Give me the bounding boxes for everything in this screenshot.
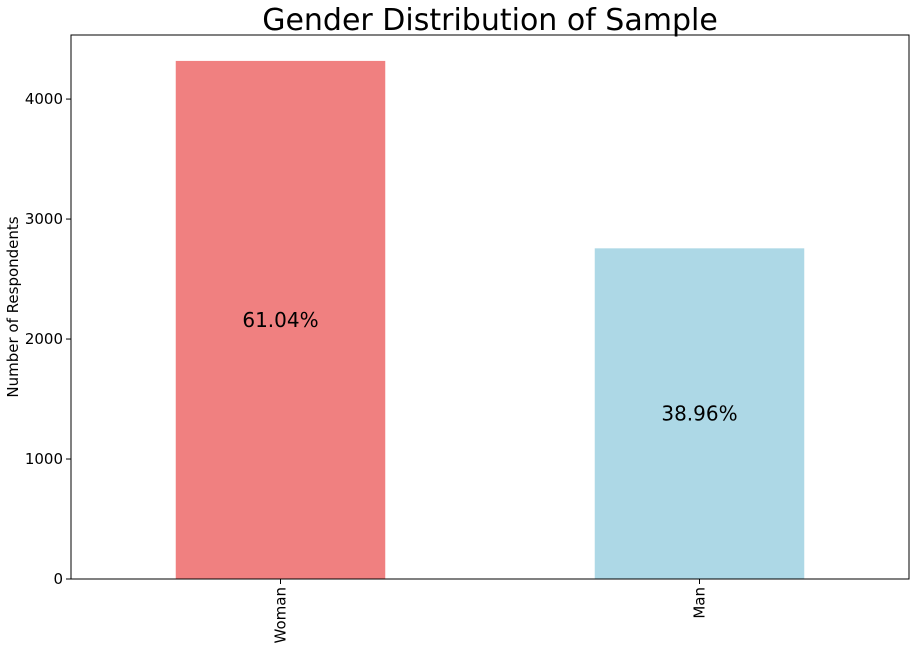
data-labels-layer: 61.04% 38.96% <box>242 308 737 426</box>
y-tick-label: 1000 <box>25 450 63 468</box>
data-label-man: 38.96% <box>661 402 737 426</box>
bar-woman <box>175 60 386 579</box>
x-tick-label-woman: Woman <box>272 587 290 643</box>
y-tick-label: 4000 <box>25 90 63 108</box>
plot-frame <box>70 34 910 580</box>
y-tick-label: 2000 <box>25 330 63 348</box>
chart-title: Gender Distribution of Sample <box>262 3 718 38</box>
y-axis-label: Number of Respondents <box>4 216 22 397</box>
data-label-woman: 61.04% <box>242 308 318 332</box>
y-tick-label: 3000 <box>25 210 63 228</box>
y-axis: 0 1000 2000 3000 4000 <box>25 90 71 588</box>
y-tick-label: 0 <box>53 570 63 588</box>
bar-man <box>594 248 805 580</box>
x-tick-label-man: Man <box>691 587 709 619</box>
x-axis: Woman Man <box>272 579 709 643</box>
bars-layer <box>175 60 805 580</box>
